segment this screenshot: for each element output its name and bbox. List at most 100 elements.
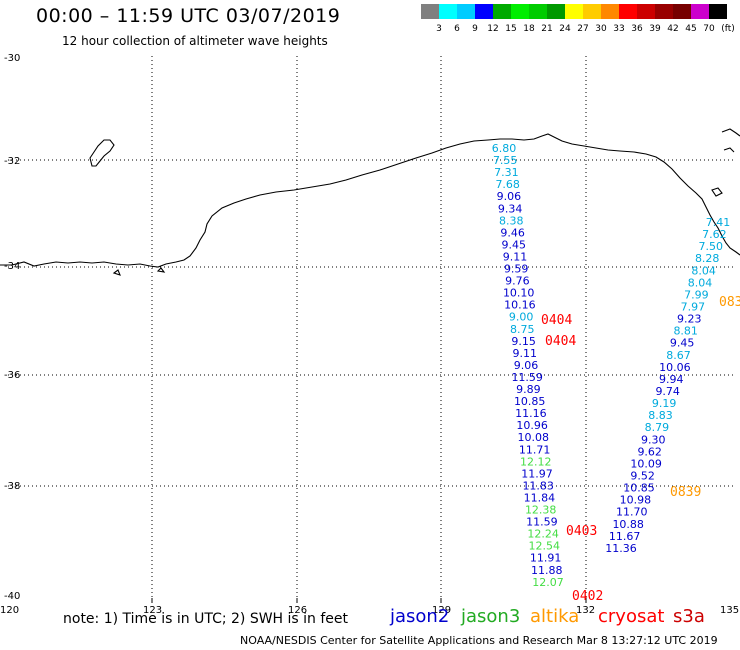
legend-swatch bbox=[709, 4, 727, 19]
wave-height-value: 8.38 bbox=[499, 214, 524, 227]
wave-height-value: 9.34 bbox=[498, 202, 523, 215]
legend-label: 30 bbox=[595, 24, 607, 34]
wave-height-value: 9.74 bbox=[655, 385, 680, 398]
coastline bbox=[0, 133, 740, 268]
wave-height-value: 10.98 bbox=[620, 494, 652, 507]
wave-height-value: 7.99 bbox=[684, 288, 709, 301]
track-right: 7.417.627.508.288.048.047.997.979.238.81… bbox=[605, 216, 730, 555]
legend-label: 70 bbox=[703, 24, 715, 34]
wave-height-value: 11.59 bbox=[511, 371, 543, 384]
wave-height-value: 8.75 bbox=[510, 323, 535, 336]
wave-height-value: 10.88 bbox=[612, 518, 644, 531]
legend-label: 36 bbox=[631, 24, 643, 34]
y-tick-label: -38 bbox=[4, 481, 20, 492]
wave-height-value: 8.81 bbox=[673, 325, 698, 338]
legend-label: 33 bbox=[613, 24, 625, 34]
wave-height-value: 11.97 bbox=[521, 467, 553, 480]
legend-swatch bbox=[421, 4, 439, 19]
wave-height-value: 12.07 bbox=[532, 576, 564, 589]
wave-height-value: 9.62 bbox=[637, 445, 662, 458]
time-label: 0402 bbox=[572, 589, 603, 604]
legend-label: 18 bbox=[523, 24, 535, 34]
coastline-east-islands bbox=[711, 128, 740, 197]
axis-labels: -30 -32 -34 -36 -38 -40 120 123 126 129 … bbox=[0, 53, 739, 616]
x-tick-label: 120 bbox=[0, 605, 19, 616]
wave-height-value: 9.19 bbox=[652, 397, 677, 410]
x-tick-label: 135 bbox=[720, 605, 739, 616]
wave-height-value: 11.83 bbox=[522, 479, 554, 492]
time-label: 0839 bbox=[670, 485, 701, 500]
y-tick-label: -36 bbox=[4, 370, 20, 381]
footnote: note: 1) Time is in UTC; 2) SWH is in fe… bbox=[63, 611, 349, 627]
credit-line: NOAA/NESDIS Center for Satellite Applica… bbox=[240, 634, 718, 647]
wave-height-value: 10.09 bbox=[630, 457, 662, 470]
satellite-label-jason3: jason3 bbox=[461, 606, 521, 627]
legend-label: 3 bbox=[436, 24, 442, 34]
wave-height-value: 9.00 bbox=[509, 311, 534, 324]
time-labels: 0404 0404 0403 0402 0839 083 bbox=[541, 295, 740, 604]
legend-swatch bbox=[511, 4, 529, 19]
wave-height-value: 7.31 bbox=[494, 166, 519, 179]
graticule bbox=[8, 56, 734, 598]
wave-height-value: 9.11 bbox=[503, 250, 528, 263]
legend-label: 27 bbox=[577, 24, 589, 34]
satellite-label-altika: altika bbox=[530, 606, 580, 627]
wave-height-value: 12.54 bbox=[529, 540, 561, 553]
wave-height-value: 9.06 bbox=[497, 190, 522, 203]
wave-height-value: 12.24 bbox=[527, 528, 559, 541]
satellite-label-s3a: s3a bbox=[673, 606, 705, 627]
wave-height-value: 9.06 bbox=[514, 359, 539, 372]
satellite-label-jason2: jason2 bbox=[390, 606, 450, 627]
x-tick-label: 126 bbox=[288, 605, 307, 616]
time-label: 0403 bbox=[566, 524, 597, 539]
wave-height-value: 9.89 bbox=[516, 383, 541, 396]
wave-height-value: 7.68 bbox=[495, 178, 520, 191]
legend-label: 24 bbox=[559, 24, 571, 34]
wave-height-value: 9.59 bbox=[504, 263, 529, 276]
x-tick-label: 123 bbox=[143, 605, 162, 616]
wave-height-value: 9.45 bbox=[502, 238, 527, 251]
legend-swatch bbox=[547, 4, 565, 19]
legend-swatch bbox=[565, 4, 583, 19]
wave-height-value: 8.04 bbox=[691, 264, 716, 277]
wave-height-value: 9.30 bbox=[641, 433, 666, 446]
x-tick-label: 132 bbox=[576, 605, 595, 616]
wave-height-value: 7.50 bbox=[699, 240, 724, 253]
y-tick-label: -34 bbox=[4, 261, 20, 272]
legend-swatch bbox=[655, 4, 673, 19]
time-label: 0404 bbox=[545, 334, 576, 349]
wave-height-value: 7.62 bbox=[702, 228, 727, 241]
legend-label: 6 bbox=[454, 24, 460, 34]
wave-height-value: 11.88 bbox=[531, 564, 563, 577]
wave-height-value: 10.08 bbox=[518, 431, 550, 444]
wave-height-value: 12.12 bbox=[520, 455, 552, 468]
wave-height-value: 11.67 bbox=[609, 530, 641, 543]
wave-height-value: 8.04 bbox=[688, 276, 713, 289]
legend-label: 42 bbox=[667, 24, 679, 34]
wave-height-value: 9.46 bbox=[500, 226, 525, 239]
y-tick-label: -30 bbox=[4, 53, 20, 64]
legend-label: 9 bbox=[472, 24, 478, 34]
legend-swatch bbox=[475, 4, 493, 19]
legend-unit: (ft) bbox=[721, 24, 735, 34]
wave-height-value: 10.06 bbox=[659, 361, 691, 374]
wave-height-value: 10.85 bbox=[514, 395, 546, 408]
wave-height-value: 7.41 bbox=[706, 216, 731, 229]
wave-height-value: 9.52 bbox=[630, 470, 655, 483]
wave-height-value: 10.85 bbox=[623, 482, 655, 495]
legend-swatch bbox=[637, 4, 655, 19]
chart-subtitle: 12 hour collection of altimeter wave hei… bbox=[62, 34, 328, 48]
wave-height-value: 11.16 bbox=[515, 407, 547, 420]
legend-swatch bbox=[583, 4, 601, 19]
island bbox=[89, 139, 115, 167]
wave-height-value: 12.38 bbox=[525, 504, 557, 517]
wave-height-value: 10.10 bbox=[503, 287, 535, 300]
legend-swatch bbox=[619, 4, 637, 19]
wave-height-value: 9.23 bbox=[677, 313, 702, 326]
track-left: 6.807.557.317.689.069.348.389.469.459.11… bbox=[492, 142, 564, 589]
wave-height-value: 8.79 bbox=[645, 421, 670, 434]
wave-height-value: 6.80 bbox=[492, 142, 517, 155]
wave-height-value: 11.84 bbox=[524, 492, 556, 505]
wave-height-value: 7.55 bbox=[493, 154, 518, 167]
